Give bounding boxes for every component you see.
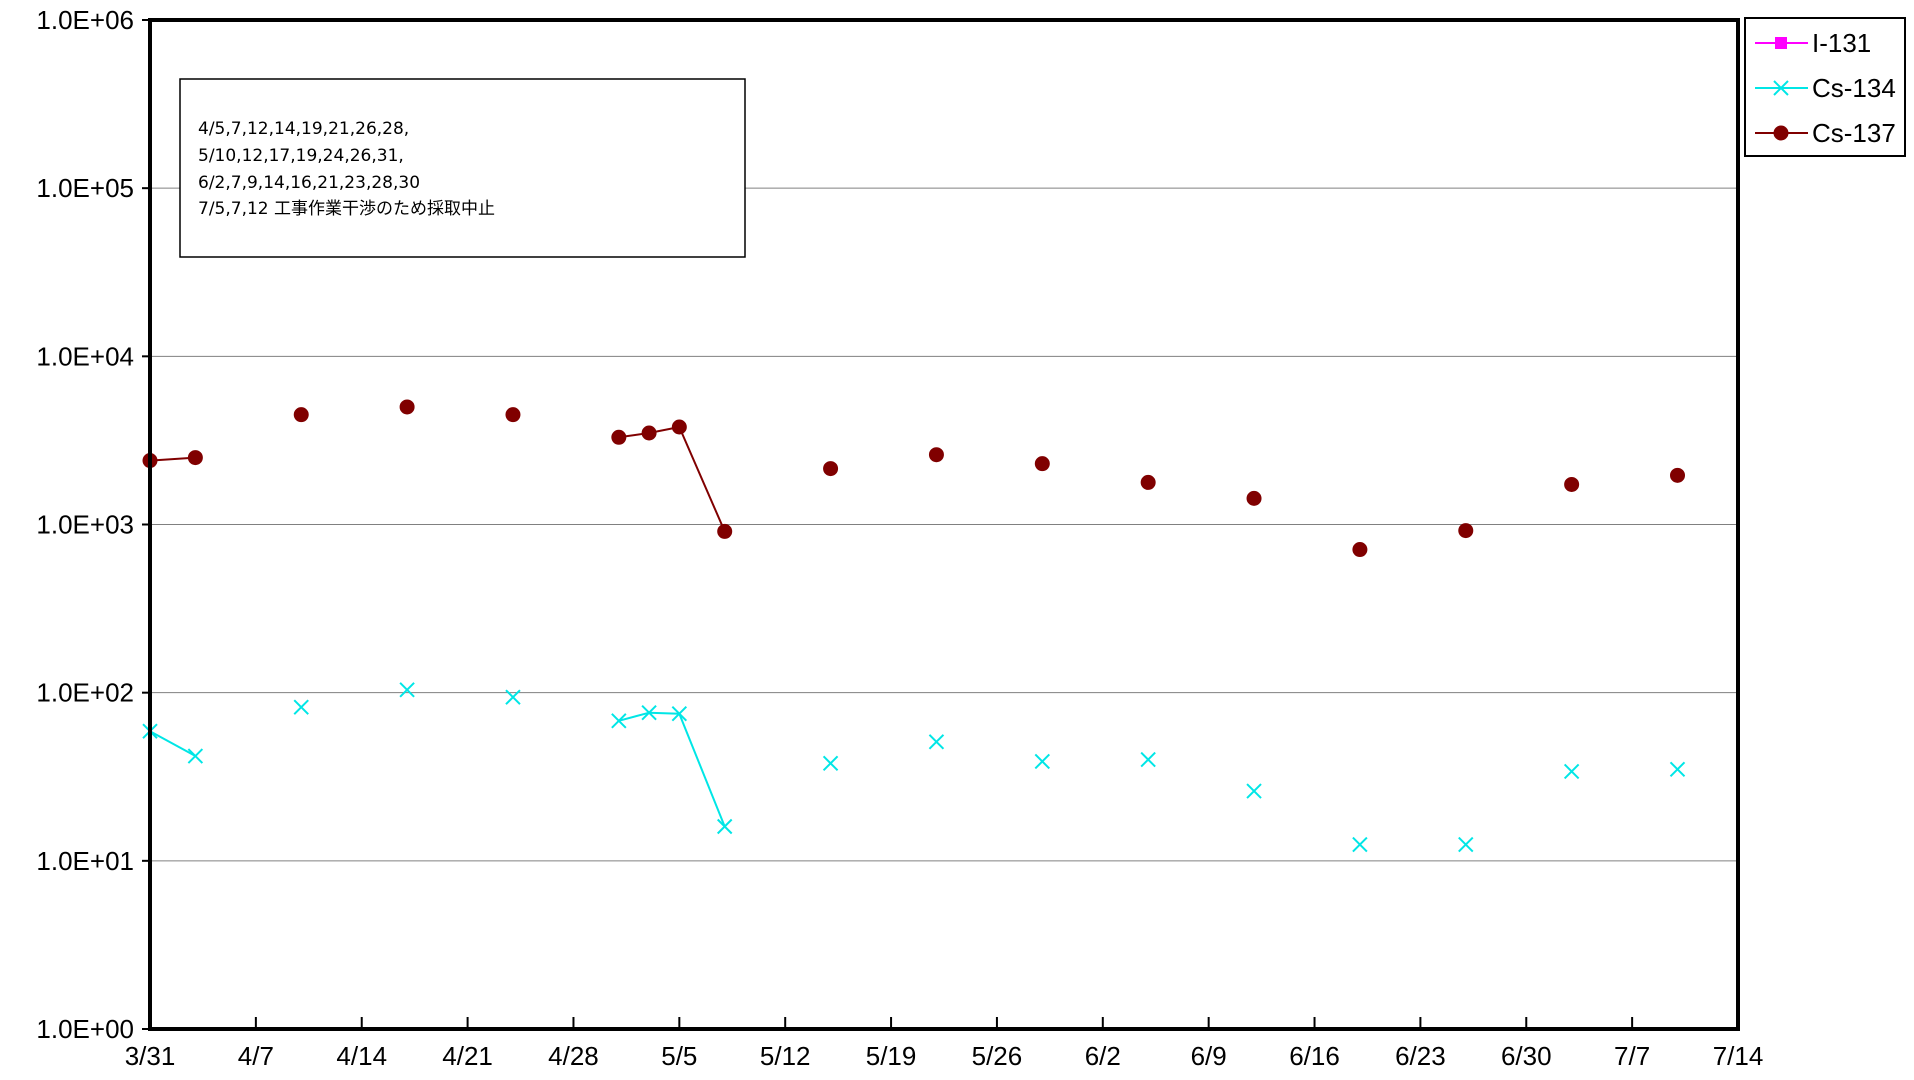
series-line-cs-137 bbox=[618, 425, 726, 532]
legend-swatch-marker bbox=[1773, 80, 1789, 96]
data-point-cs-134 bbox=[671, 705, 688, 722]
series-layer bbox=[142, 399, 1686, 853]
x-tick-label: 6/2 bbox=[1085, 1041, 1121, 1071]
x-tick-label: 4/28 bbox=[548, 1041, 599, 1071]
note-line-3: 6/2,7,9,14,16,21,23,28,30 bbox=[198, 173, 420, 193]
legend: I-131 Cs-134 Cs-137 bbox=[1744, 17, 1906, 157]
note-line-4: 7/5,7,12 工事作業干渉のため採取中止 bbox=[198, 199, 495, 219]
data-point-cs-134 bbox=[187, 748, 204, 764]
data-point-cs-134 bbox=[928, 734, 945, 750]
data-point-cs-137 bbox=[611, 429, 627, 445]
data-point-cs-134 bbox=[1034, 753, 1051, 770]
x-tick-label: 5/19 bbox=[866, 1041, 917, 1071]
x-tick-label: 5/12 bbox=[760, 1041, 811, 1071]
y-tick-label: 1.0E+02 bbox=[36, 678, 134, 708]
data-point-cs-137 bbox=[293, 407, 309, 423]
data-point-cs-134 bbox=[1352, 836, 1368, 853]
data-point-cs-134 bbox=[611, 713, 627, 729]
data-point-cs-137 bbox=[1458, 523, 1474, 539]
x-tick-label: 3/31 bbox=[125, 1041, 176, 1071]
series-line-cs-137 bbox=[149, 456, 196, 462]
x-tick-label: 4/21 bbox=[442, 1041, 493, 1071]
data-point-cs-137 bbox=[823, 461, 839, 477]
data-point-cs-134 bbox=[1246, 783, 1262, 799]
data-point-cs-137 bbox=[641, 425, 657, 441]
y-tick-label: 1.0E+06 bbox=[36, 5, 134, 35]
x-tick-label: 7/14 bbox=[1713, 1041, 1764, 1071]
data-point-cs-134 bbox=[1669, 761, 1686, 778]
data-point-cs-137 bbox=[1034, 456, 1050, 472]
legend-swatch-marker bbox=[1773, 125, 1789, 141]
legend-entry-cs-137: Cs-137 bbox=[1755, 118, 1896, 148]
legend-swatch-marker bbox=[1775, 37, 1787, 49]
y-tick-label: 1.0E+03 bbox=[36, 510, 134, 540]
series-line-cs-134 bbox=[618, 711, 726, 827]
data-point-cs-134 bbox=[293, 699, 309, 715]
x-tick-label: 6/30 bbox=[1501, 1041, 1552, 1071]
legend-label: Cs-137 bbox=[1812, 118, 1896, 148]
legend-entry-cs-134: Cs-134 bbox=[1755, 73, 1896, 103]
data-point-cs-134 bbox=[716, 818, 733, 835]
note-line-1: 4/5,7,12,14,19,21,26,28, bbox=[198, 119, 409, 139]
legend-entry-i-131: I-131 bbox=[1755, 28, 1871, 58]
legend-label: Cs-134 bbox=[1812, 73, 1896, 103]
series-cs-137 bbox=[142, 399, 1686, 558]
data-point-cs-137 bbox=[505, 407, 521, 423]
data-point-cs-137 bbox=[717, 523, 733, 539]
x-tick-label: 4/14 bbox=[336, 1041, 387, 1071]
data-point-cs-137 bbox=[187, 450, 203, 466]
x-tick-label: 7/7 bbox=[1614, 1041, 1650, 1071]
x-tick-label: 6/16 bbox=[1289, 1041, 1340, 1071]
data-point-cs-137 bbox=[1140, 474, 1156, 490]
y-tick-label: 1.0E+00 bbox=[36, 1014, 134, 1044]
legend-label: I-131 bbox=[1812, 28, 1871, 58]
data-point-cs-137 bbox=[928, 447, 944, 463]
data-point-cs-137 bbox=[1352, 542, 1368, 558]
axes: 1.0E+00 1.0E+01 1.0E+02 1.0E+03 1.0E+04 1.0E+… bbox=[36, 5, 1763, 1071]
x-tick-label: 5/5 bbox=[661, 1041, 697, 1071]
data-point-cs-134 bbox=[1563, 763, 1580, 780]
data-point-cs-134 bbox=[1140, 751, 1156, 768]
x-tick-label: 5/26 bbox=[972, 1041, 1023, 1071]
y-tick-label: 1.0E+05 bbox=[36, 173, 134, 203]
data-point-cs-137 bbox=[1564, 476, 1580, 492]
y-tick-label: 1.0E+01 bbox=[36, 846, 134, 876]
data-point-cs-134 bbox=[641, 705, 657, 721]
x-tick-label: 6/23 bbox=[1395, 1041, 1446, 1071]
data-point-cs-134 bbox=[1458, 836, 1474, 853]
data-point-cs-137 bbox=[399, 399, 415, 415]
series-cs-134 bbox=[142, 682, 1686, 853]
note-box: 4/5,7,12,14,19,21,26,28, 5/10,12,17,19,2… bbox=[179, 78, 746, 258]
grid-lines bbox=[150, 187, 1738, 862]
data-point-cs-134 bbox=[505, 689, 521, 705]
note-box-frame bbox=[179, 78, 746, 258]
series-line-cs-134 bbox=[149, 730, 196, 757]
data-point-cs-134 bbox=[822, 755, 839, 772]
data-point-cs-137 bbox=[671, 419, 687, 435]
x-tick-label: 6/9 bbox=[1191, 1041, 1227, 1071]
data-point-cs-137 bbox=[1670, 467, 1686, 483]
data-point-cs-134 bbox=[399, 682, 415, 698]
note-line-2: 5/10,12,17,19,24,26,31, bbox=[198, 146, 404, 166]
x-tick-label: 4/7 bbox=[238, 1041, 274, 1071]
y-tick-label: 1.0E+04 bbox=[36, 341, 134, 371]
data-point-cs-137 bbox=[1246, 490, 1262, 506]
